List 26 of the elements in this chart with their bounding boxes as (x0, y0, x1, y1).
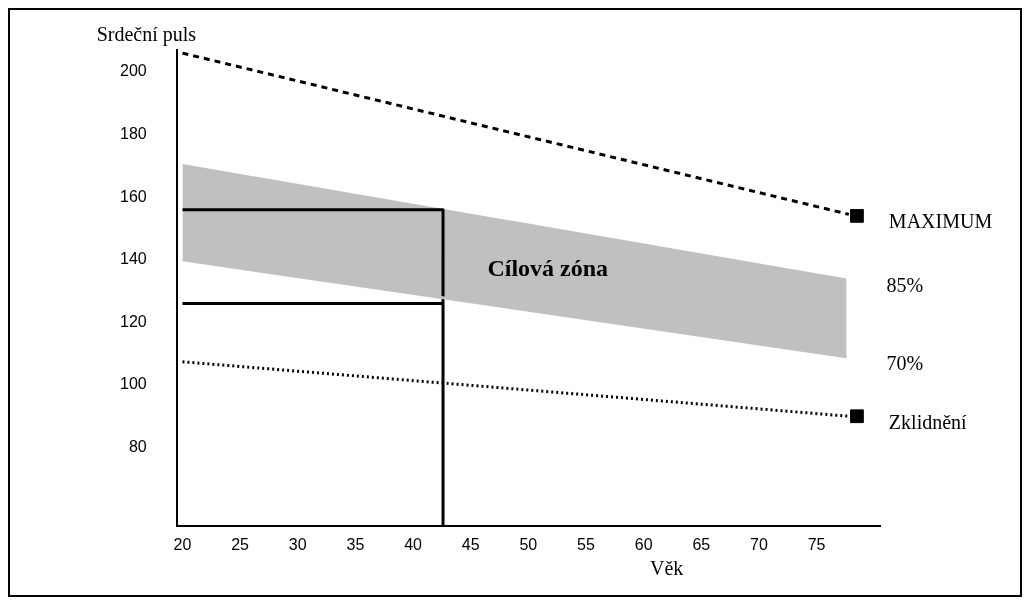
text: 70% (886, 352, 924, 375)
text: Zklidnění (888, 411, 968, 434)
x-tick-label: 70 (750, 535, 768, 553)
y-tick-label: 140 (119, 250, 147, 268)
x-axis-title: Věk (650, 557, 684, 580)
y-axis-title: Srdeční puls (96, 23, 197, 47)
y-tick-label: 200 (119, 62, 147, 80)
x-tick-label: 35 (346, 535, 365, 553)
x-tick-label: 45 (461, 535, 480, 553)
x-tick-label: 75 (807, 535, 826, 553)
x-tick-label: 50 (519, 535, 538, 553)
y-tick-label: 80 (128, 437, 147, 455)
x-tick-label: 20 (173, 535, 192, 553)
y-tick-label: 120 (119, 312, 147, 330)
annotation: Cílová zóna (487, 255, 609, 282)
x-tick-label: 60 (634, 535, 653, 553)
text: MAXIMUM (888, 209, 993, 232)
x-tick-label: 55 (577, 535, 595, 553)
y-tick-label: 180 (119, 124, 147, 142)
x-tick-label: 65 (692, 535, 711, 553)
series-label: 85% (886, 273, 924, 296)
y-tick-label: 160 (119, 187, 147, 205)
x-tick-label: 25 (231, 535, 250, 553)
x-tick-label: 40 (404, 535, 423, 553)
x-tick-label: 30 (288, 535, 307, 553)
y-tick-label: 100 (119, 375, 147, 393)
